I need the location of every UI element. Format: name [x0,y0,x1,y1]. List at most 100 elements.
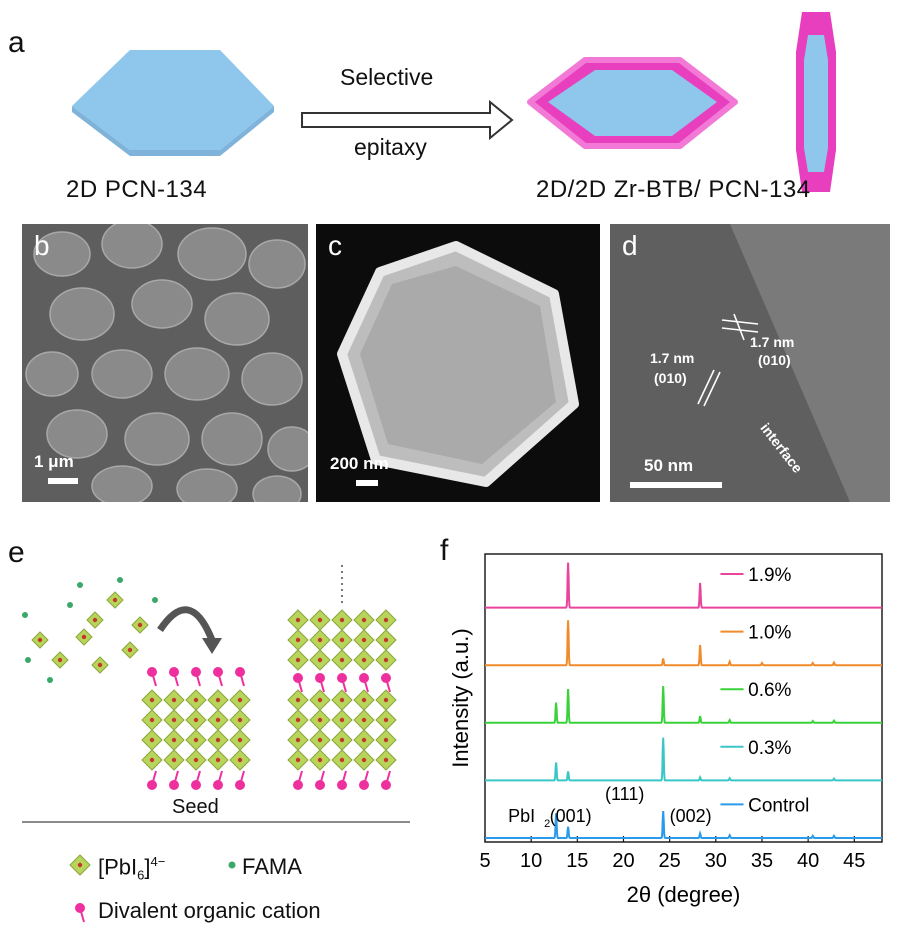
octahedron-center [339,717,345,723]
octahedron-center [149,757,155,763]
cation-head [315,780,325,790]
cation-head [191,667,201,677]
scale-label-d: 50 nm [644,456,694,475]
cation-head [315,673,325,683]
octahedron-center [237,757,243,763]
octahedron-center [171,717,177,723]
legend-label: 0.6% [748,680,791,701]
legend-label: 1.9% [748,565,791,586]
d-spacing-right: 1.7 nm [750,334,795,350]
sem-image-b: b 1 μm [22,224,308,502]
octahedron-center [295,697,301,703]
legend-label: 0.3% [748,738,791,759]
octahedron-center [361,757,367,763]
series-line [485,562,882,609]
cation-head [293,673,303,683]
d-plane-right: (010) [758,352,791,368]
octahedron-center [295,617,301,623]
cation-head [235,667,245,677]
attach-arrow [157,606,216,642]
seed-label: Seed [172,796,219,818]
cation-head [381,673,391,683]
platelet-core [804,35,828,172]
y-axis-label: Intensity (a.u.) [448,628,473,767]
octahedron-center [317,637,323,643]
octahedron-center [149,717,155,723]
octahedron-center [215,737,221,743]
octahedron-center [37,637,43,643]
octahedron-center [295,637,301,643]
series-line [485,810,882,839]
x-tick-label: 40 [797,850,819,872]
fama-dot [77,582,83,588]
octahedron-center [361,637,367,643]
octahedron-center [237,697,243,703]
scale-bar-b [48,478,78,484]
fama-dot [152,597,158,603]
panel-label-c: c [328,230,342,261]
schematic-panel-a [72,12,836,192]
octahedron-center [361,697,367,703]
octahedron-center [361,617,367,623]
octahedron-center [339,697,345,703]
peak-label-pbi2-sub: 2 [544,818,550,830]
octahedron-center [361,657,367,663]
panel-label-a: a [8,26,25,59]
octahedron-center [171,757,177,763]
octahedron-center [339,617,345,623]
cation-head [213,780,223,790]
octahedron-center [317,657,323,663]
series-line [485,685,882,724]
cation-head [75,903,85,913]
octahedron-center [339,737,345,743]
scale-label-c: 200 nm [330,454,389,473]
octahedron-center [383,657,389,663]
x-tick-label: 10 [520,850,542,872]
octahedron-center [127,647,133,653]
octahedron-center [383,737,389,743]
sem-texture [22,224,308,502]
hrtem-lattice [610,224,890,502]
cation-head [293,780,303,790]
octahedron-center [193,757,199,763]
x-axis-label: 2θ (degree) [627,882,741,907]
scale-bar-c [356,480,378,486]
peak-label-001: (001) [550,806,592,826]
octahedron-center [149,697,155,703]
tem-image-c: c 200 nm [316,224,600,502]
scale-bar-d [630,482,722,488]
octahedron-center [383,617,389,623]
octahedron-center [317,617,323,623]
peak-label-111: (111) [605,784,644,804]
cation-head [359,780,369,790]
octahedron-center [383,717,389,723]
legend-label: Control [748,795,809,816]
cation-head [213,667,223,677]
octahedron-center [361,737,367,743]
octahedron-center [171,737,177,743]
d-spacing-left: 1.7 nm [650,350,695,366]
octahedron-center [193,737,199,743]
octahedron-center [137,622,143,628]
octahedron-center [215,717,221,723]
x-tick-label: 45 [843,850,865,872]
caption-right: 2D/2D Zr-BTB/ PCN-134 [536,176,811,203]
peak-label-002: (002) [670,806,712,826]
x-tick-label: 20 [612,850,634,872]
panel-label-d: d [622,230,638,261]
octahedron-center [92,617,98,623]
cation-head [337,780,347,790]
peak-label-pbi2: PbI [508,806,535,826]
octahedron-center [317,757,323,763]
panel-label-b: b [34,230,50,261]
octahedron-center [317,737,323,743]
fama-dot [25,657,31,663]
scale-label-b: 1 μm [34,452,74,471]
panel-label-e: e [8,536,25,569]
octahedron-center [383,637,389,643]
attach-arrow-head [202,638,222,654]
cation-head [359,673,369,683]
octahedron-center [193,697,199,703]
octahedron-center [295,657,301,663]
cation-head [169,667,179,677]
